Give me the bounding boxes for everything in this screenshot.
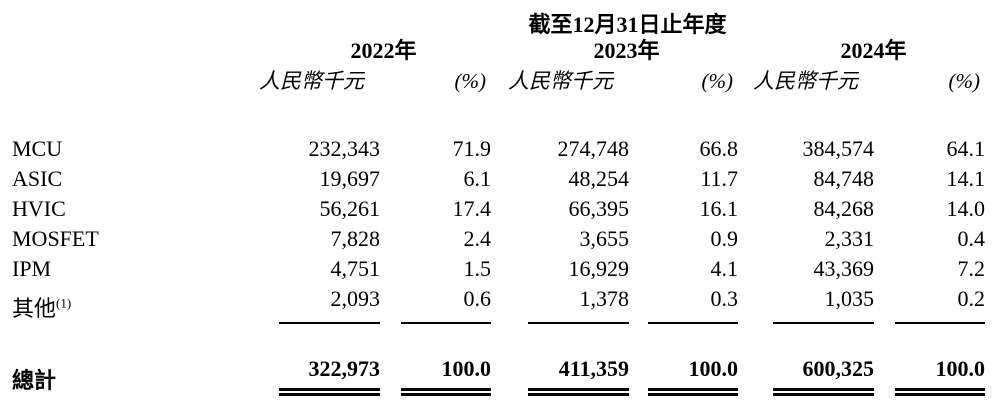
total-percent-cell: 100.0 (401, 354, 491, 396)
percent-cell: 7.2 (957, 256, 986, 281)
table-title: 截至12月31日止年度 (528, 12, 727, 37)
spacer-row (0, 324, 985, 354)
row-label: 其他 (12, 296, 57, 321)
amount-cell: 7,828 (330, 226, 381, 251)
year-header-row: 2022年 2023年 2024年 (0, 38, 985, 64)
percent-cell: 0.3 (648, 284, 738, 324)
percent-column-header: (%) (948, 69, 981, 93)
amount-cell: 232,343 (308, 136, 381, 161)
amount-cell: 48,254 (568, 166, 630, 191)
total-amount-cell: 411,359 (528, 354, 629, 396)
percent-cell: 71.9 (452, 136, 492, 161)
percent-cell: 4.1 (710, 256, 739, 281)
amount-cell: 56,261 (319, 196, 381, 221)
row-label: ASIC (12, 166, 63, 191)
table-row-others: 其他(1) 2,093 0.6 1,378 0.3 1,035 0.2 (0, 284, 986, 324)
total-percent-cell: 100.0 (648, 354, 738, 396)
percent-cell: 64.1 (946, 136, 986, 161)
percent-cell: 14.0 (946, 196, 986, 221)
percent-cell: 0.2 (895, 284, 986, 324)
table-row-total: 總計 322,973 100.0 411,359 100.0 600,325 1… (0, 354, 986, 396)
total-percent-cell: 100.0 (895, 354, 986, 396)
column-header-row: 人民幣千元 (%) 人民幣千元 (%) 人民幣千元 (%) (0, 64, 985, 98)
percent-cell: 16.1 (699, 196, 739, 221)
footnote-marker: (1) (56, 295, 72, 311)
total-row-label: 總計 (12, 368, 57, 393)
table-row-ipm: IPM 4,751 1.5 16,929 4.1 43,369 7.2 (0, 254, 985, 284)
percent-cell: 0.9 (710, 226, 739, 251)
amount-cell: 84,268 (813, 196, 875, 221)
year-header-2023: 2023年 (593, 38, 660, 63)
amount-cell: 1,378 (528, 284, 629, 324)
table-row-hvic: HVIC 56,261 17.4 66,395 16.1 84,268 14.0 (0, 194, 985, 224)
amount-column-header: 人民幣千元 (508, 69, 613, 93)
total-amount-cell: 322,973 (279, 354, 380, 396)
year-header-2024: 2024年 (840, 38, 907, 63)
amount-cell: 84,748 (813, 166, 875, 191)
percent-cell: 0.6 (401, 284, 491, 324)
table-title-row: 截至12月31日止年度 (0, 0, 985, 38)
row-label: MCU (12, 136, 63, 161)
percent-column-header: (%) (701, 69, 733, 93)
row-label: IPM (12, 256, 52, 281)
percent-column-header: (%) (454, 69, 486, 93)
amount-cell: 66,395 (568, 196, 630, 221)
percent-cell: 66.8 (699, 136, 739, 161)
amount-cell: 43,369 (813, 256, 875, 281)
amount-cell: 384,574 (802, 136, 875, 161)
percent-cell: 11.7 (700, 166, 738, 191)
percent-cell: 14.1 (946, 166, 986, 191)
year-header-2022: 2022年 (350, 38, 417, 63)
row-label: HVIC (12, 196, 66, 221)
table-row-mosfet: MOSFET 7,828 2.4 3,655 0.9 2,331 0.4 (0, 224, 985, 254)
amount-cell: 2,331 (824, 226, 875, 251)
amount-cell: 19,697 (319, 166, 381, 191)
row-label: MOSFET (12, 226, 99, 251)
total-amount-cell: 600,325 (773, 354, 874, 396)
amount-cell: 3,655 (579, 226, 630, 251)
amount-cell: 274,748 (557, 136, 630, 161)
revenue-breakdown-table: 截至12月31日止年度 2022年 2023年 2024年 人民幣千元 (%) … (0, 0, 986, 396)
spacer-row (0, 98, 985, 134)
amount-cell: 1,035 (773, 284, 874, 324)
amount-cell: 2,093 (279, 284, 380, 324)
amount-cell: 16,929 (568, 256, 630, 281)
percent-cell: 17.4 (452, 196, 492, 221)
percent-cell: 6.1 (463, 166, 492, 191)
percent-cell: 0.4 (957, 226, 986, 251)
amount-column-header: 人民幣千元 (259, 69, 364, 93)
amount-cell: 4,751 (330, 256, 381, 281)
table-row-asic: ASIC 19,697 6.1 48,254 11.7 84,748 14.1 (0, 164, 985, 194)
amount-column-header: 人民幣千元 (753, 69, 858, 93)
percent-cell: 2.4 (463, 226, 492, 251)
percent-cell: 1.5 (463, 256, 492, 281)
table-row-mcu: MCU 232,343 71.9 274,748 66.8 384,574 64… (0, 134, 985, 164)
